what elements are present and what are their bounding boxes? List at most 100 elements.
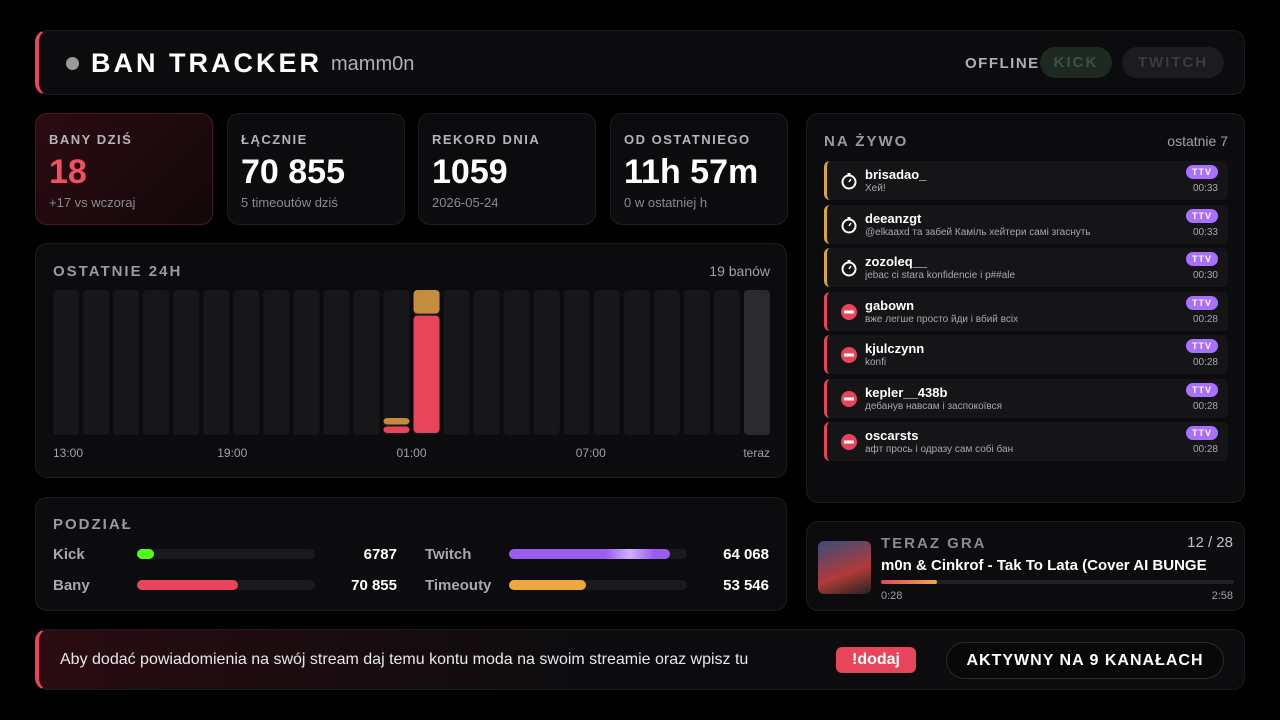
live-badge: TTV (1186, 426, 1218, 440)
live-user: gabown (865, 297, 915, 313)
live-title: NA ŻYWO (824, 133, 909, 150)
header: BAN TRACKER mamm0n OFFLINE KICK TWITCH (35, 30, 1245, 95)
split-value: 6787 (363, 546, 397, 563)
ban-icon (841, 347, 857, 363)
live-time: 00:28 (1192, 444, 1218, 455)
live-item: kepler__438b дебанув навсам і заспокоївся… (824, 378, 1228, 418)
bar-track (533, 290, 560, 435)
bar-track (203, 290, 230, 435)
bar-segment (413, 290, 440, 314)
split-value: 70 855 (351, 577, 397, 594)
bar-track (263, 290, 290, 435)
ban-icon (841, 390, 857, 407)
stat-sub: +17 vs wczoraj (49, 195, 136, 210)
live-message: Хей! (865, 183, 886, 194)
np-track-bar (881, 580, 1234, 584)
bar-track (143, 290, 170, 435)
chart-note: 19 banów (709, 263, 770, 279)
x-tick-label: 07:00 (576, 446, 606, 460)
bar-track (173, 290, 200, 435)
chart-title: OSTATNIE 24H (53, 263, 183, 280)
status-dot (66, 57, 79, 70)
stat-card: BANY DZIŚ 18 +17 vs wczoraj (35, 113, 213, 225)
split-title: PODZIAŁ (53, 516, 133, 533)
live-message: дебанув навсам і заспокоївся (865, 400, 1003, 412)
chart-panel: OSTATNIE 24H 19 banów 13:00 19:00 01:00 07:… (35, 243, 787, 478)
split-bar (137, 549, 155, 559)
live-item: brisadao_ Хей! TTV 00:33 (824, 161, 1228, 200)
bar-track (713, 290, 740, 435)
live-message: konfi (865, 357, 887, 368)
live-badge: TTV (1186, 208, 1218, 223)
stat-value: 18 (49, 153, 87, 191)
kick-button[interactable]: KICK (1040, 47, 1112, 78)
np-track: 12 / 28 (1187, 534, 1233, 551)
bar-track (83, 290, 110, 435)
bar-track (383, 290, 410, 435)
bar-track (323, 290, 350, 435)
live-user: kjulczynn (865, 341, 925, 356)
live-message: jebac ci stara konfidencie i p##ale (865, 270, 1016, 281)
bar-track (653, 290, 680, 435)
x-tick-label: 13:00 (53, 446, 83, 460)
np-progress (881, 580, 937, 584)
live-note: ostatnie 7 (1167, 133, 1228, 149)
stat-sub: 0 w ostatniej h (624, 195, 708, 210)
bar-track (233, 290, 260, 435)
ban-icon (841, 303, 857, 320)
split-track (509, 549, 687, 559)
split-bar (509, 580, 586, 590)
np-song: m0n & Cinkrof - Tak To Lata (Cover AI BU… (881, 557, 1207, 574)
split-label: Kick (53, 546, 85, 563)
stat-label: REKORD DNIA (432, 132, 541, 147)
live-badge: TTV (1186, 382, 1218, 397)
live-item: kjulczynn konfi TTV 00:28 (824, 335, 1228, 374)
live-message: афт прось і одразу сам собі бан (865, 444, 1014, 455)
bar-segment (383, 417, 410, 425)
footer: Aby dodać powiadomienia na swój stream d… (35, 629, 1245, 690)
stat-value: 1059 (432, 153, 508, 191)
command: !dodaj (836, 647, 916, 673)
np-elapsed: 0:28 (881, 590, 903, 602)
live-time: 00:28 (1192, 400, 1218, 412)
split-label: Twitch (425, 546, 472, 563)
stat-sub: 5 timeoutów dziś (241, 195, 338, 210)
bar-track (53, 290, 80, 435)
live-badge: TTV (1186, 295, 1218, 310)
live-time: 00:28 (1192, 357, 1218, 368)
live-item: oscarsts афт прось і одразу сам собі бан T… (824, 422, 1228, 461)
stat-card: OD OSTATNIEGO 11h 57m 0 w ostatniej h (610, 113, 788, 225)
title: BAN TRACKER (91, 48, 322, 78)
live-badge: TTV (1186, 339, 1218, 353)
x-tick-label: 19:00 (217, 446, 247, 460)
twitch-button[interactable]: TWITCH (1122, 47, 1224, 78)
timeout-icon (841, 260, 857, 277)
live-badge: TTV (1186, 165, 1218, 179)
now-playing: TERAZ GRA 12 / 28 m0n & Cinkrof - Tak To… (806, 521, 1245, 611)
live-time: 00:33 (1192, 226, 1218, 238)
stat-card: REKORD DNIA 1059 2026-05-24 (418, 113, 596, 225)
live-message: вже легше просто йди і вбий всіх (865, 313, 1019, 325)
bar-track (563, 290, 590, 435)
split-value: 53 546 (723, 577, 769, 594)
split-label: Bany (53, 577, 90, 594)
channel: mamm0n (331, 53, 415, 75)
active-channels: AKTYWNY NA 9 KANAŁACH (946, 642, 1224, 679)
live-user: zozoleq__ (865, 254, 928, 269)
stat-label: BANY DZIŚ (49, 132, 133, 147)
split-track (137, 549, 315, 559)
live-item: zozoleq__ jebac ci stara konfidencie i p#… (824, 248, 1228, 287)
live-item: deeanzgt @elkaaxd та забей Каміль хейтери… (824, 204, 1228, 244)
bar-track (743, 290, 770, 435)
split-panel: PODZIAŁ Kick 6787 Twitch 64 068 Bany 70 855 Ti… (35, 497, 787, 611)
live-user: deeanzgt (865, 210, 922, 226)
stat-value: 11h 57m (624, 153, 759, 191)
bar-track (623, 290, 650, 435)
stat-label: OD OSTATNIEGO (624, 132, 751, 147)
live-time: 00:28 (1192, 313, 1218, 325)
split-bar (509, 549, 670, 559)
live-badge: TTV (1186, 252, 1218, 266)
np-title: TERAZ GRA (881, 535, 987, 552)
live-user: brisadao_ (865, 167, 927, 182)
live-message: @elkaaxd та забей Каміль хейтери самі зг… (865, 226, 1091, 238)
